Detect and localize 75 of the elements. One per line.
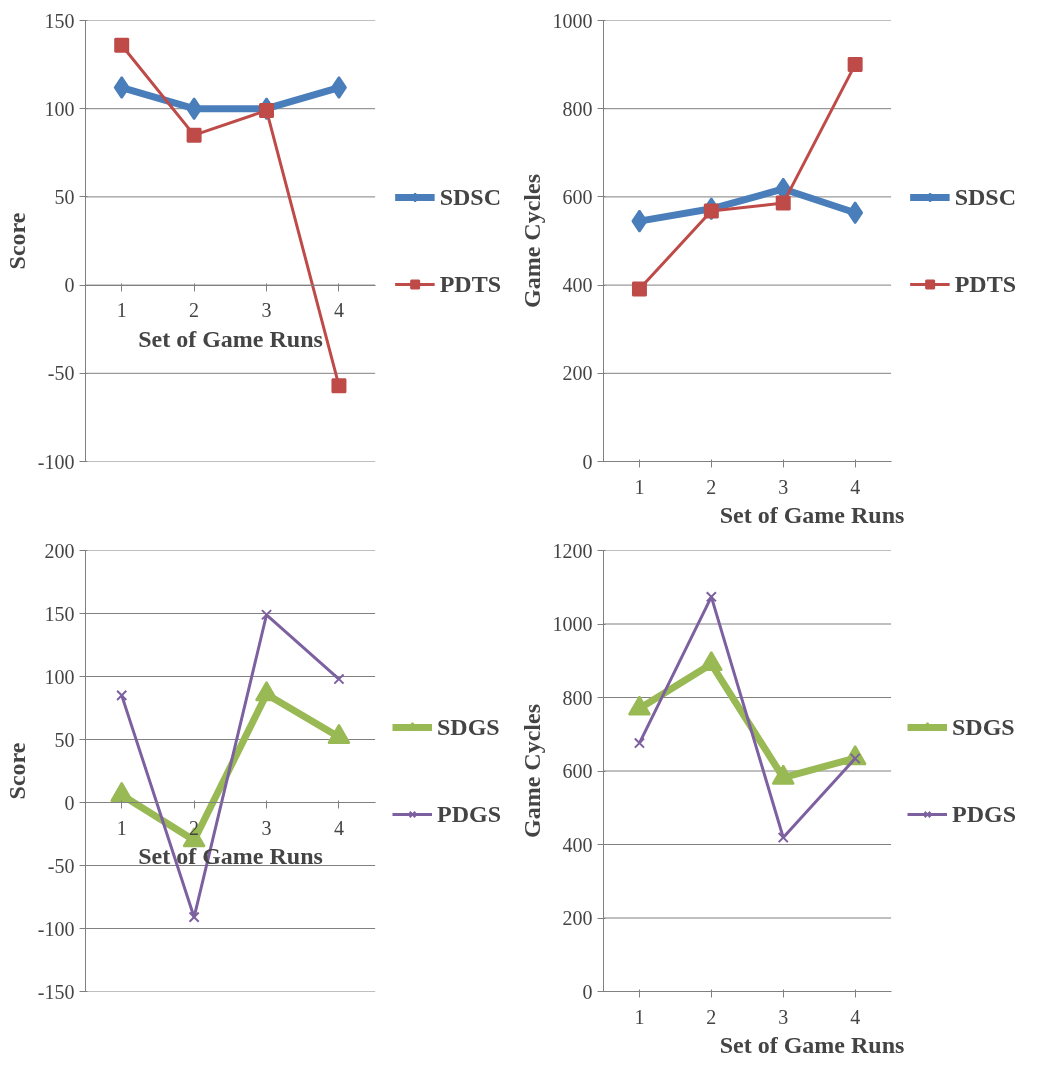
legend-label: SDGS — [436, 713, 500, 741]
y-tick-label: 150 — [44, 602, 75, 625]
point — [259, 102, 275, 118]
point — [627, 695, 651, 716]
y-tick-label: -50 — [47, 854, 75, 877]
point — [330, 76, 347, 100]
y-tick-label: 0 — [64, 274, 75, 297]
point — [331, 378, 347, 394]
y-tick-label: 800 — [562, 97, 593, 120]
y-tick-label: 50 — [54, 185, 75, 208]
x-tick-label: 4 — [333, 816, 344, 839]
y-tick-label: 100 — [44, 97, 75, 120]
y-tick-label: 0 — [582, 980, 593, 1003]
x-tick-label: 3 — [261, 299, 272, 322]
y-tick-label: -100 — [37, 450, 75, 473]
legend-label: SDGS — [951, 713, 1015, 741]
y-tick-label: 1200 — [552, 539, 593, 562]
point — [847, 57, 863, 73]
point — [631, 209, 648, 233]
y-tick-label: 200 — [44, 539, 75, 562]
y-tick-label: 1000 — [552, 613, 593, 635]
x-tick-label: 2 — [706, 1005, 717, 1028]
x-tick-label: 4 — [333, 299, 344, 322]
y-tick-label: 600 — [562, 760, 593, 782]
y-tick-label: 800 — [562, 686, 593, 709]
x-axis-title: Set of Game Runs — [719, 501, 905, 528]
x-tick-label: 1 — [116, 816, 127, 839]
legend-label: PDGS — [436, 800, 501, 828]
y-tick-label: 600 — [562, 185, 593, 208]
y-axis-title: Score — [3, 742, 30, 800]
x-tick-label: 3 — [778, 475, 789, 498]
x-tick-label: 1 — [634, 1005, 645, 1028]
point — [186, 127, 202, 143]
y-tick-label: 0 — [64, 791, 75, 814]
point — [771, 764, 795, 785]
point — [113, 76, 130, 100]
legend-label: PDGS — [951, 800, 1016, 828]
y-tick-label: -100 — [37, 917, 75, 940]
x-tick-label: 4 — [850, 475, 861, 498]
x-axis-title: Set of Game Runs — [138, 325, 323, 352]
x-tick-label: 2 — [189, 299, 200, 322]
x-axis-title: Set of Game Runs — [719, 1031, 905, 1058]
y-tick-label: 150 — [44, 9, 75, 32]
y-tick-label: 200 — [562, 907, 593, 929]
point — [775, 195, 791, 211]
y-tick-label: 1000 — [552, 9, 593, 32]
y-tick-label: 400 — [562, 274, 593, 297]
y-tick-label: -150 — [37, 980, 75, 1003]
point — [847, 201, 864, 225]
x-tick-label: 2 — [706, 475, 717, 498]
y-axis-title: Score — [3, 212, 30, 270]
y-tick-label: 400 — [562, 833, 593, 856]
y-tick-label: 200 — [562, 362, 593, 385]
x-tick-label: 1 — [116, 299, 127, 322]
x-tick-label: 1 — [634, 475, 645, 498]
y-tick-label: 50 — [54, 728, 75, 751]
point — [631, 281, 647, 297]
legend-label: PDTS — [439, 270, 501, 298]
point — [777, 831, 789, 844]
y-tick-label: 100 — [44, 665, 75, 688]
legend-label: SDSC — [954, 183, 1016, 211]
legend-label: PDTS — [954, 270, 1016, 298]
y-axis-title: Game Cycles — [518, 174, 545, 308]
x-tick-label: 3 — [261, 816, 272, 839]
y-tick-label: 0 — [582, 450, 593, 473]
y-axis-title: Game Cycles — [518, 704, 545, 838]
legend-label: SDSC — [439, 183, 501, 211]
x-tick-label: 3 — [778, 1005, 789, 1028]
point — [186, 97, 203, 121]
point — [699, 650, 723, 672]
y-tick-label: -50 — [47, 362, 75, 385]
point — [633, 737, 646, 749]
point — [703, 203, 719, 219]
x-tick-label: 4 — [850, 1005, 861, 1028]
point — [114, 37, 130, 53]
